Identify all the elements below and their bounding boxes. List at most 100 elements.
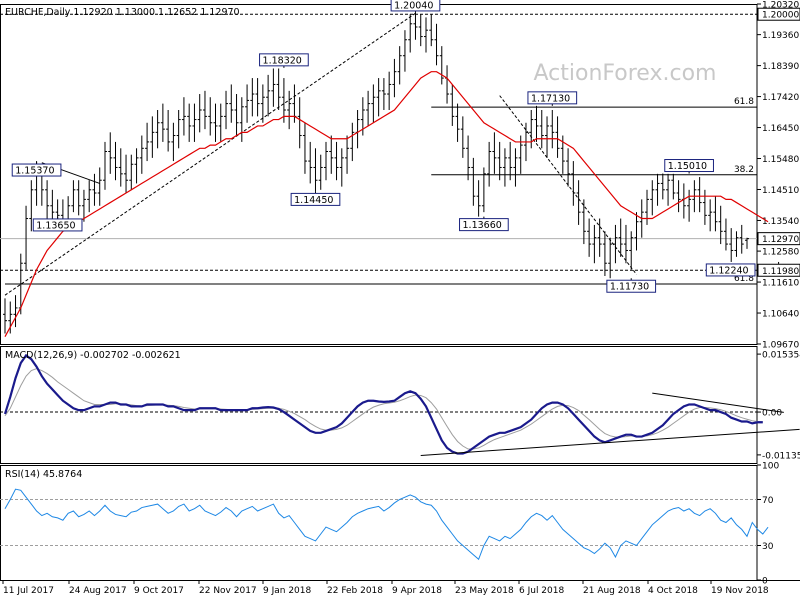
ohlc-bar <box>97 167 102 206</box>
price-y-tick-label: 1.13540 <box>762 217 799 227</box>
ohlc-bar <box>381 78 386 110</box>
ohlc-bar <box>718 205 723 245</box>
price-annotation-box <box>390 0 441 12</box>
price-annotation-box <box>705 263 756 277</box>
price-annotation-label: 1.15370 <box>15 166 54 177</box>
ohlc-bar <box>708 199 713 232</box>
ohlc-bar <box>402 30 407 72</box>
ohlc-bar <box>245 84 250 123</box>
ohlc-bar <box>666 173 671 206</box>
ohlc-bar <box>502 148 507 187</box>
ohlc-bar <box>150 116 155 158</box>
ohlc-bar <box>387 71 392 110</box>
ohlc-bar <box>45 180 50 219</box>
ohlc-bar <box>166 109 171 152</box>
ohlc-bar <box>139 135 144 174</box>
ohlc-bar <box>76 180 81 216</box>
moving-average-line <box>4 71 769 337</box>
ohlc-bar <box>550 109 555 149</box>
price-annotation-label: 1.13650 <box>36 220 75 231</box>
ohlc-bar <box>660 173 665 200</box>
price-annotation-label: 1.18320 <box>263 55 302 66</box>
price-annotation-box <box>32 218 83 232</box>
watermark-text: ActionForex.com <box>534 61 717 86</box>
ohlc-bar <box>29 180 34 232</box>
ohlc-bar <box>350 122 355 162</box>
price-annotation-box <box>664 159 714 173</box>
macd-trendline <box>420 428 800 456</box>
ohlc-bar <box>687 189 692 222</box>
ohlc-bar <box>276 68 281 110</box>
ohlc-bar <box>623 224 628 264</box>
ohlc-bar <box>145 122 150 162</box>
ohlc-bar <box>634 212 639 251</box>
ohlc-bar <box>255 78 260 117</box>
ohlc-bar <box>229 84 234 123</box>
ohlc-bar <box>155 109 160 149</box>
ohlc-bar <box>281 78 286 123</box>
ohlc-bar <box>471 157 476 206</box>
macd-y-tick-label: 0.015354 <box>762 351 800 361</box>
ohlc-bar <box>729 228 734 262</box>
price-y-tick-label: 1.09670 <box>762 341 799 351</box>
ohlc-bar <box>397 46 402 85</box>
ohlc-bar <box>439 46 444 85</box>
price-y-tick-label: 1.17420 <box>762 93 799 103</box>
price-annotation-label: 1.14450 <box>294 195 333 206</box>
ohlc-bar <box>481 167 486 213</box>
ohlc-bar <box>81 189 86 222</box>
ohlc-bar <box>629 231 634 270</box>
time-tick-label: 11 Jul 2017 <box>3 586 54 596</box>
ohlc-bar <box>345 135 350 174</box>
ohlc-bar <box>450 84 455 126</box>
price-annotation-label: 1.13660 <box>463 220 502 231</box>
rsi-header-label: RSI(14) 45.8764 <box>5 469 82 480</box>
time-tick-label: 19 Nov 2018 <box>711 586 769 596</box>
ohlc-bar <box>581 199 586 245</box>
macd-header-label: MACD(12,26,9) -0.002702 -0.002621 <box>5 350 181 361</box>
ohlc-bar <box>723 218 728 251</box>
ohlc-bar <box>87 180 92 213</box>
time-tick-label: 6 Jul 2018 <box>519 586 564 596</box>
price-y-tick-label: 1.16450 <box>762 124 799 134</box>
time-tick-label: 23 May 2018 <box>455 586 514 596</box>
time-tick-label: 9 Jan 2018 <box>263 586 311 596</box>
fibonacci-level-label: 61.8 <box>734 274 754 284</box>
rsi-y-tick-label: 70 <box>762 496 774 506</box>
ohlc-bar <box>239 97 244 142</box>
price-annotation-label: 1.15010 <box>668 161 707 172</box>
ohlc-bar <box>534 105 539 142</box>
time-tick-label: 21 Aug 2018 <box>583 586 641 596</box>
ohlc-bar <box>392 58 397 98</box>
ohlc-bar <box>587 218 592 257</box>
ohlc-bar <box>713 196 718 232</box>
price-y-tick-label: 1.11610 <box>762 279 799 289</box>
price-annotation-label: 1.20040 <box>394 0 433 11</box>
ohlc-bar <box>476 180 481 217</box>
ohlc-bar <box>655 173 660 206</box>
macd-y-tick-label: 0.00 <box>762 409 782 419</box>
ohlc-bar <box>13 295 18 328</box>
time-tick-label: 22 Nov 2017 <box>199 586 257 596</box>
ohlc-bar <box>297 97 302 149</box>
ohlc-bar <box>71 180 76 213</box>
ohlc-bar <box>192 103 197 142</box>
ohlc-bar <box>160 103 165 142</box>
last-price-tag-label: 1.12970 <box>762 235 799 245</box>
ohlc-bar <box>555 116 560 158</box>
ohlc-bar <box>434 23 439 66</box>
ohlc-bar <box>187 103 192 142</box>
ohlc-bar <box>134 148 139 184</box>
rsi-y-tick-label: 30 <box>762 542 774 552</box>
ohlc-bar <box>492 132 497 174</box>
ohlc-bar <box>271 68 276 107</box>
ohlc-bar <box>739 224 744 254</box>
ohlc-bar <box>508 141 513 181</box>
time-tick-label: 24 Aug 2017 <box>69 586 127 596</box>
ohlc-bar <box>455 103 460 142</box>
ohlc-bar <box>102 141 107 190</box>
macd-trendline <box>652 392 784 413</box>
ohlc-bar <box>676 180 681 213</box>
ohlc-bar <box>208 97 213 136</box>
ohlc-bar <box>592 224 597 264</box>
